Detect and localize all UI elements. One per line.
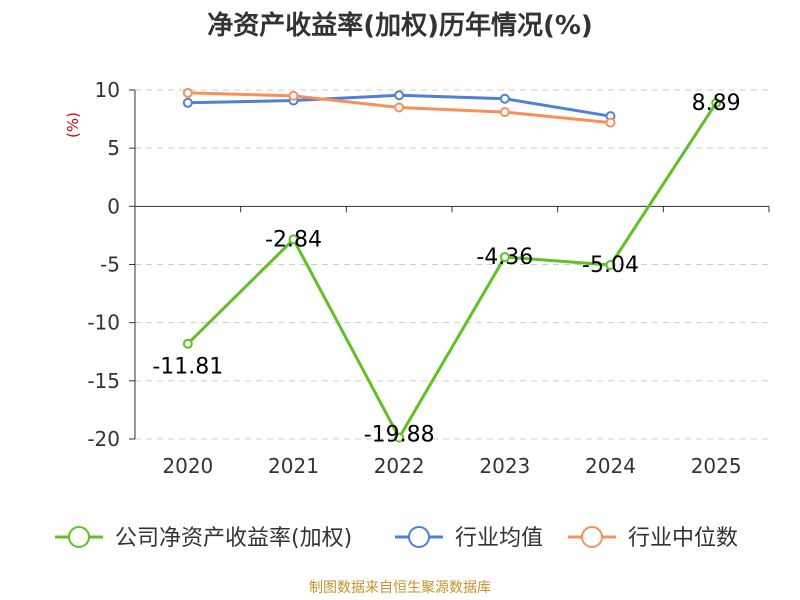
data-point	[394, 102, 405, 113]
data-label: -19.88	[364, 423, 435, 448]
data-point	[711, 97, 722, 108]
legend-swatch-marker	[68, 526, 90, 548]
data-label: -11.81	[152, 355, 223, 380]
data-point	[499, 93, 510, 104]
axes	[129, 89, 770, 440]
y-tick-label: -10	[87, 311, 120, 335]
legend-swatch-marker	[581, 526, 603, 548]
series-line-0	[186, 102, 718, 440]
y-tick-label: 5	[107, 136, 120, 160]
x-tick-label: 2024	[585, 454, 636, 478]
y-tick-label: 10	[95, 78, 120, 102]
data-point	[182, 338, 193, 349]
x-tick-label: 2023	[479, 454, 530, 478]
data-point	[182, 87, 193, 98]
data-labels: -11.81 -2.84 -19.88 -4.36 -5.04 8.89	[152, 91, 740, 448]
data-point	[605, 259, 616, 270]
series-lines	[182, 87, 722, 443]
y-tick-label: -20	[87, 427, 120, 451]
legend[interactable]: 公司净资产收益率(加权) 行业均值 行业中位数	[55, 526, 738, 551]
y-tick-label: 0	[107, 194, 120, 218]
data-point	[499, 252, 510, 263]
y-axis-unit-label: (%)	[64, 112, 82, 138]
legend-item[interactable]: 行业中位数	[568, 526, 738, 551]
data-label: -2.84	[265, 227, 322, 252]
legend-label: 行业中位数	[628, 526, 738, 551]
data-point	[288, 234, 299, 245]
y-tick-label: -5	[100, 253, 120, 277]
data-label: 8.89	[692, 91, 741, 116]
y-tick-label: -15	[87, 369, 120, 393]
data-label: -4.36	[476, 245, 533, 270]
legend-item[interactable]: 公司净资产收益率(加权)	[55, 526, 352, 551]
x-tick-label: 2021	[268, 454, 319, 478]
y-tick-labels: 10 5 0 -5 -10 -15 -20	[87, 78, 120, 451]
data-point	[605, 117, 616, 128]
data-point	[288, 90, 299, 101]
data-point	[182, 97, 193, 108]
x-tick-label: 2020	[162, 454, 213, 478]
legend-item[interactable]: 行业均值	[395, 526, 543, 551]
data-point	[394, 432, 405, 443]
legend-swatch-marker	[408, 526, 430, 548]
x-tick-label: 2025	[691, 454, 742, 478]
chart-title: 净资产收益率(加权)历年情况(%)	[207, 10, 593, 41]
data-point	[394, 90, 405, 101]
source-note: 制图数据来自恒生聚源数据库	[309, 580, 491, 596]
x-tick-labels: 2020 2021 2022 2023 2024 2025	[162, 454, 741, 478]
gridlines	[135, 89, 769, 440]
data-point	[499, 107, 510, 118]
data-label: -5.04	[582, 253, 639, 278]
legend-label: 行业均值	[455, 526, 543, 551]
legend-label: 公司净资产收益率(加权)	[115, 526, 352, 551]
x-tick-label: 2022	[374, 454, 425, 478]
